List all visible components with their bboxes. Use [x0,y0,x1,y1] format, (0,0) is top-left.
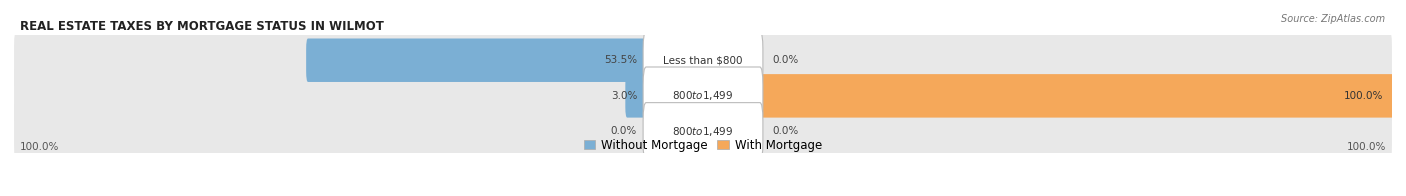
FancyBboxPatch shape [307,38,648,82]
FancyBboxPatch shape [643,31,763,89]
FancyBboxPatch shape [626,74,648,118]
Legend: Without Mortgage, With Mortgage: Without Mortgage, With Mortgage [579,134,827,156]
Text: Less than $800: Less than $800 [664,55,742,65]
Text: 0.0%: 0.0% [772,55,799,65]
FancyBboxPatch shape [643,103,763,160]
Text: 0.0%: 0.0% [610,126,637,136]
FancyBboxPatch shape [758,74,1393,118]
FancyBboxPatch shape [643,67,763,125]
Text: REAL ESTATE TAXES BY MORTGAGE STATUS IN WILMOT: REAL ESTATE TAXES BY MORTGAGE STATUS IN … [20,21,384,34]
FancyBboxPatch shape [14,64,1392,127]
Text: 3.0%: 3.0% [610,91,637,101]
Text: 100.0%: 100.0% [20,142,59,152]
Text: 100.0%: 100.0% [1344,91,1384,101]
FancyBboxPatch shape [14,100,1392,163]
FancyBboxPatch shape [14,29,1392,92]
Text: 0.0%: 0.0% [772,126,799,136]
Text: $800 to $1,499: $800 to $1,499 [672,89,734,102]
Text: 100.0%: 100.0% [1347,142,1386,152]
Text: $800 to $1,499: $800 to $1,499 [672,125,734,138]
Text: Source: ZipAtlas.com: Source: ZipAtlas.com [1281,14,1385,24]
Text: 53.5%: 53.5% [605,55,637,65]
